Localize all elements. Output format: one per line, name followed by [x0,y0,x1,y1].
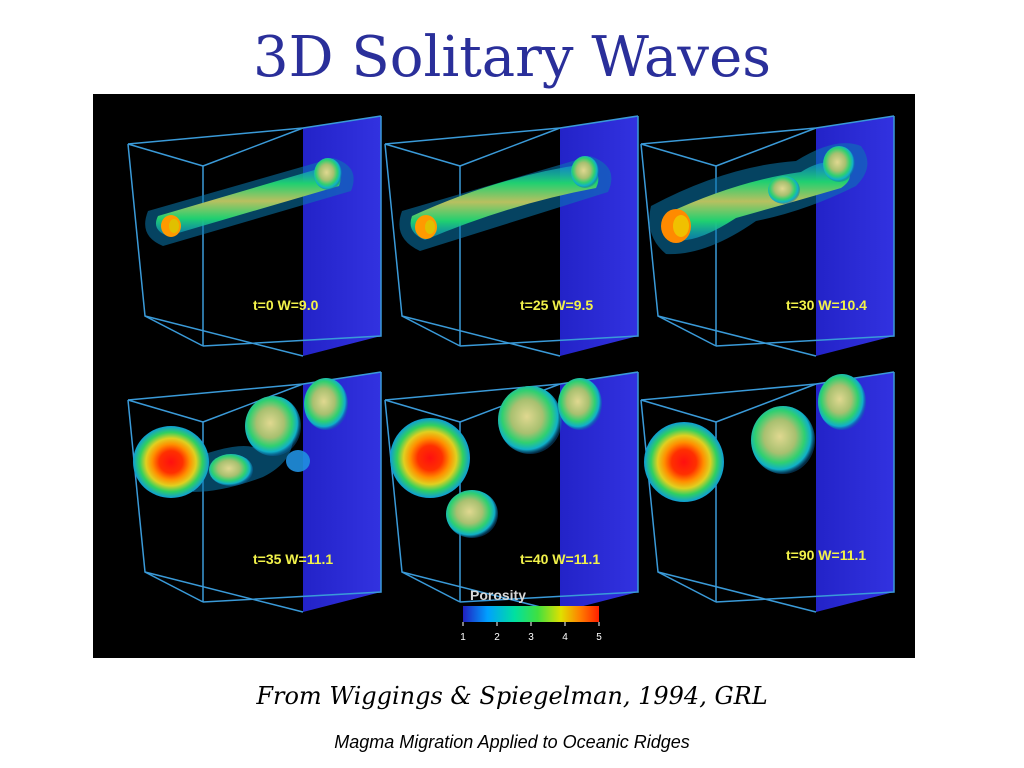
porosity-sphere [446,490,498,538]
porosity-tube [663,162,850,241]
solitary-wave-figure: t=0 W=9.0 t=25 W=9.5 [93,94,915,658]
back-wall [303,372,381,612]
slide-subtitle: Magma Migration Applied to Oceanic Ridge… [334,732,690,752]
legend-colorbar [463,606,599,622]
panel-label: t=30 W=10.4 [786,297,867,313]
legend-tick-label: 1 [460,632,466,643]
porosity-sphere [571,156,599,188]
box-edges [640,115,895,357]
panel-label: t=25 W=9.5 [520,297,593,313]
legend-title: Porosity [470,587,526,603]
legend-tick-label: 2 [494,632,500,643]
porosity-sphere [209,454,253,486]
panel-label: t=40 W=11.1 [520,551,600,567]
porosity-hot-core [133,426,209,498]
legend-tick-label: 5 [596,632,602,643]
panel-t30: t=30 W=10.4 [640,115,895,357]
figure-canvas: t=0 W=9.0 t=25 W=9.5 [127,115,895,643]
panel-label: t=90 W=11.1 [786,547,866,563]
back-wall [303,116,381,356]
panel-t25: t=25 W=9.5 [384,115,639,357]
porosity-tube [155,166,341,236]
back-wall [560,372,638,612]
panel-label: t=0 W=9.0 [253,297,319,313]
porosity-sphere [818,374,866,430]
slide-title: 3D Solitary Waves [253,25,771,90]
legend-tick-label: 4 [562,632,568,643]
porosity-hot-core [390,418,470,498]
porosity-sphere [498,386,562,454]
porosity-sphere [751,406,815,474]
legend-tick-label: 3 [528,632,534,643]
porosity-sphere [558,378,602,430]
porosity-sphere [304,378,348,430]
porosity-sphere [245,396,301,456]
porosity-legend: Porosity 1 2 3 4 5 [460,587,602,643]
porosity-sphere [823,146,855,182]
legend-ticks: 1 2 3 4 5 [460,622,602,643]
panel-t35: t=35 W=11.1 [127,371,382,613]
panel-label: t=35 W=11.1 [253,551,333,567]
porosity-sphere [768,176,800,204]
porosity-hot-core [644,422,724,502]
porosity-tube [410,164,599,240]
panel-t40: t=40 W=11.1 [384,371,639,613]
panel-t0: t=0 W=9.0 [127,115,382,357]
citation: From Wiggings & Spiegelman, 1994, GRL [256,682,768,710]
box-edges [127,371,382,613]
panel-t90: t=90 W=11.1 [640,371,895,613]
back-wall [560,116,638,356]
back-wall [816,372,894,612]
porosity-sphere [314,158,342,190]
